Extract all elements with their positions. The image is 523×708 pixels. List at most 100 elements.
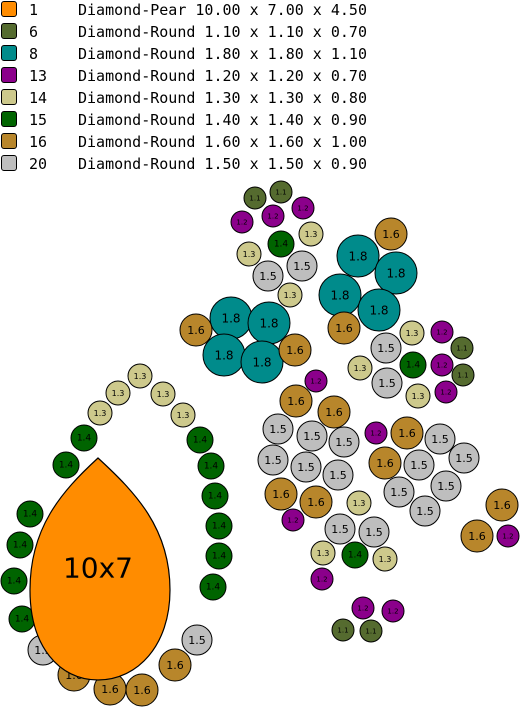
round-diamond-1-3: 1.3 (310, 540, 336, 566)
gem-circle (6, 531, 34, 559)
gem-size-label: 1.4 (204, 462, 219, 472)
legend-swatch (1, 111, 17, 127)
gem-circle (460, 519, 494, 553)
legend-row: 20 Diamond-Round 1.50 x 1.50 x 0.90 (0, 154, 523, 174)
gem-size-label: 1.1 (457, 372, 468, 380)
round-diamond-1-4: 1.4 (52, 451, 80, 479)
gem-circle (236, 241, 262, 267)
round-diamond-1-4: 1.4 (205, 512, 233, 540)
gem-size-label: 1.6 (493, 499, 511, 512)
gem-circle (299, 485, 333, 519)
round-diamond-1-8: 1.8 (202, 333, 246, 377)
round-diamond-1-8: 1.8 (336, 234, 380, 278)
legend-description: Diamond-Round 1.20 x 1.20 x 0.70 (78, 67, 367, 85)
round-diamond-1-8: 1.8 (209, 296, 253, 340)
gem-size-label: 1.4 (77, 434, 92, 444)
round-diamond-1-5: 1.5 (424, 423, 456, 455)
gem-size-label: 1.3 (406, 329, 419, 338)
round-diamond-1-5: 1.5 (322, 459, 354, 491)
round-diamond-1-1: 1.1 (331, 618, 355, 642)
gem-circle (298, 221, 324, 247)
round-diamond-1-2: 1.2 (434, 380, 458, 404)
round-diamond-1-6: 1.6 (179, 313, 213, 347)
legend-swatch (1, 45, 17, 61)
gem-size-label: 1.3 (112, 389, 125, 398)
gem-size-label: 1.3 (243, 250, 256, 259)
gem-circle (409, 495, 441, 527)
pear-diamond-label: 10x7 (63, 552, 133, 585)
gem-size-label: 1.5 (259, 270, 277, 283)
round-diamond-1-2: 1.2 (310, 567, 334, 591)
legend-number: 8 (29, 45, 39, 63)
gem-circle (267, 230, 295, 258)
round-diamond-1-6: 1.6 (327, 311, 361, 345)
round-diamond-1-5: 1.5 (328, 426, 360, 458)
round-diamond-1-1: 1.1 (359, 619, 383, 643)
gem-size-label: 1.3 (134, 372, 147, 381)
gem-size-label: 1.2 (387, 608, 398, 616)
gem-circle (359, 619, 383, 643)
round-diamond-1-4: 1.4 (70, 424, 98, 452)
gem-size-label: 1.4 (193, 436, 208, 446)
legend-description: Diamond-Round 1.50 x 1.50 x 0.90 (78, 155, 367, 173)
legend-number: 6 (29, 23, 39, 41)
gem-size-label: 1.4 (274, 240, 289, 250)
round-diamond-1-5: 1.5 (448, 442, 480, 474)
gem-size-label: 1.4 (7, 577, 22, 587)
legend-number: 20 (29, 155, 48, 173)
legend-description: Diamond-Round 1.10 x 1.10 x 0.70 (78, 23, 367, 41)
gem-size-label: 1.6 (382, 228, 400, 241)
gem-size-label: 1.5 (455, 452, 473, 465)
gem-size-label: 1.2 (370, 430, 381, 438)
gem-size-label: 1.2 (287, 517, 298, 525)
round-diamond-1-4: 1.4 (201, 482, 229, 510)
gem-size-label: 1.6 (101, 683, 119, 696)
gem-size-label: 1.6 (133, 684, 151, 697)
gem-size-label: 1.8 (259, 317, 278, 331)
round-diamond-1-6: 1.6 (368, 446, 402, 480)
round-diamond-1-5: 1.5 (430, 470, 462, 502)
gem-size-label: 1.1 (365, 628, 376, 636)
gem-circle (317, 395, 351, 429)
pear-diamond (29, 457, 171, 681)
gem-size-label: 1.2 (440, 389, 451, 397)
round-diamond-1-3: 1.3 (127, 363, 153, 389)
round-diamond-1-5: 1.5 (257, 444, 289, 476)
round-diamond-1-3: 1.3 (105, 380, 131, 406)
round-diamond-1-6: 1.6 (485, 488, 519, 522)
gem-size-label: 1.3 (354, 364, 367, 373)
round-diamond-1-4: 1.4 (399, 351, 427, 379)
gem-circle (322, 459, 354, 491)
gem-circle (448, 442, 480, 474)
gem-circle (70, 424, 98, 452)
gem-size-label: 1.4 (23, 510, 38, 520)
gem-size-label: 1.6 (272, 488, 290, 501)
gem-size-label: 1.3 (177, 411, 190, 420)
legend-description: Diamond-Round 1.60 x 1.60 x 1.00 (78, 133, 367, 151)
gem-size-label: 1.4 (13, 541, 28, 551)
round-diamond-1-2: 1.2 (496, 524, 520, 548)
gem-circle (336, 234, 380, 278)
round-diamond-1-8: 1.8 (357, 288, 401, 332)
round-diamond-1-5: 1.5 (409, 495, 441, 527)
round-diamond-1-5: 1.5 (286, 250, 318, 282)
round-diamond-1-5: 1.5 (296, 420, 328, 452)
gem-circle (430, 470, 462, 502)
gem-circle (205, 512, 233, 540)
round-diamond-1-2: 1.2 (304, 369, 328, 393)
gem-size-label: 1.4 (208, 492, 223, 502)
gem-size-label: 1.3 (353, 499, 366, 508)
round-diamond-1-3: 1.3 (236, 241, 262, 267)
round-diamond-1-8: 1.8 (318, 273, 362, 317)
round-diamond-1-8: 1.8 (374, 251, 418, 295)
gem-circle (127, 363, 153, 389)
legend-row: 14 Diamond-Round 1.30 x 1.30 x 0.80 (0, 88, 523, 108)
gem-circle (485, 488, 519, 522)
round-diamond-1-4: 1.4 (197, 452, 225, 480)
gem-circle (496, 524, 520, 548)
gem-circle (240, 340, 284, 384)
gem-size-label: 1.3 (379, 555, 392, 564)
gem-size-label: 1.2 (267, 213, 278, 221)
round-diamond-1-2: 1.2 (291, 196, 315, 220)
round-diamond-1-4: 1.4 (341, 541, 369, 569)
